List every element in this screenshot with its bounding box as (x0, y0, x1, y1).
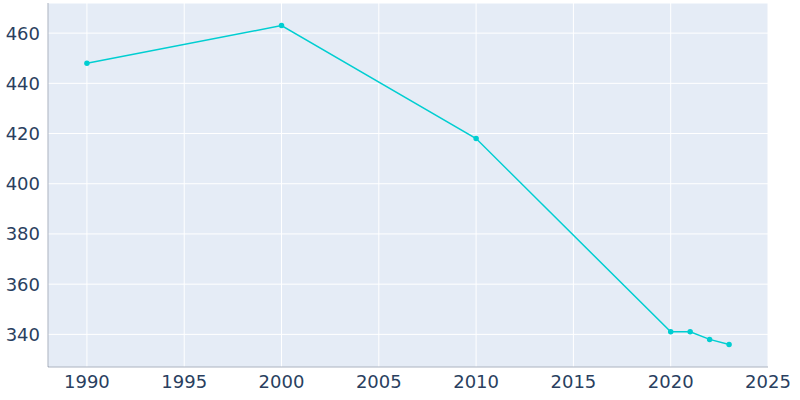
svg-text:2015: 2015 (550, 371, 596, 392)
svg-text:380: 380 (8, 223, 40, 244)
svg-text:2000: 2000 (259, 371, 305, 392)
svg-text:1990: 1990 (64, 371, 110, 392)
svg-text:2005: 2005 (356, 371, 402, 392)
svg-text:420: 420 (8, 123, 40, 144)
svg-text:440: 440 (8, 73, 40, 94)
svg-text:2010: 2010 (453, 371, 499, 392)
svg-text:460: 460 (8, 23, 40, 44)
svg-text:2025: 2025 (745, 371, 791, 392)
svg-text:400: 400 (8, 173, 40, 194)
svg-text:2020: 2020 (648, 371, 694, 392)
svg-text:360: 360 (8, 274, 40, 295)
svg-text:1995: 1995 (161, 371, 207, 392)
svg-text:340: 340 (8, 324, 40, 345)
